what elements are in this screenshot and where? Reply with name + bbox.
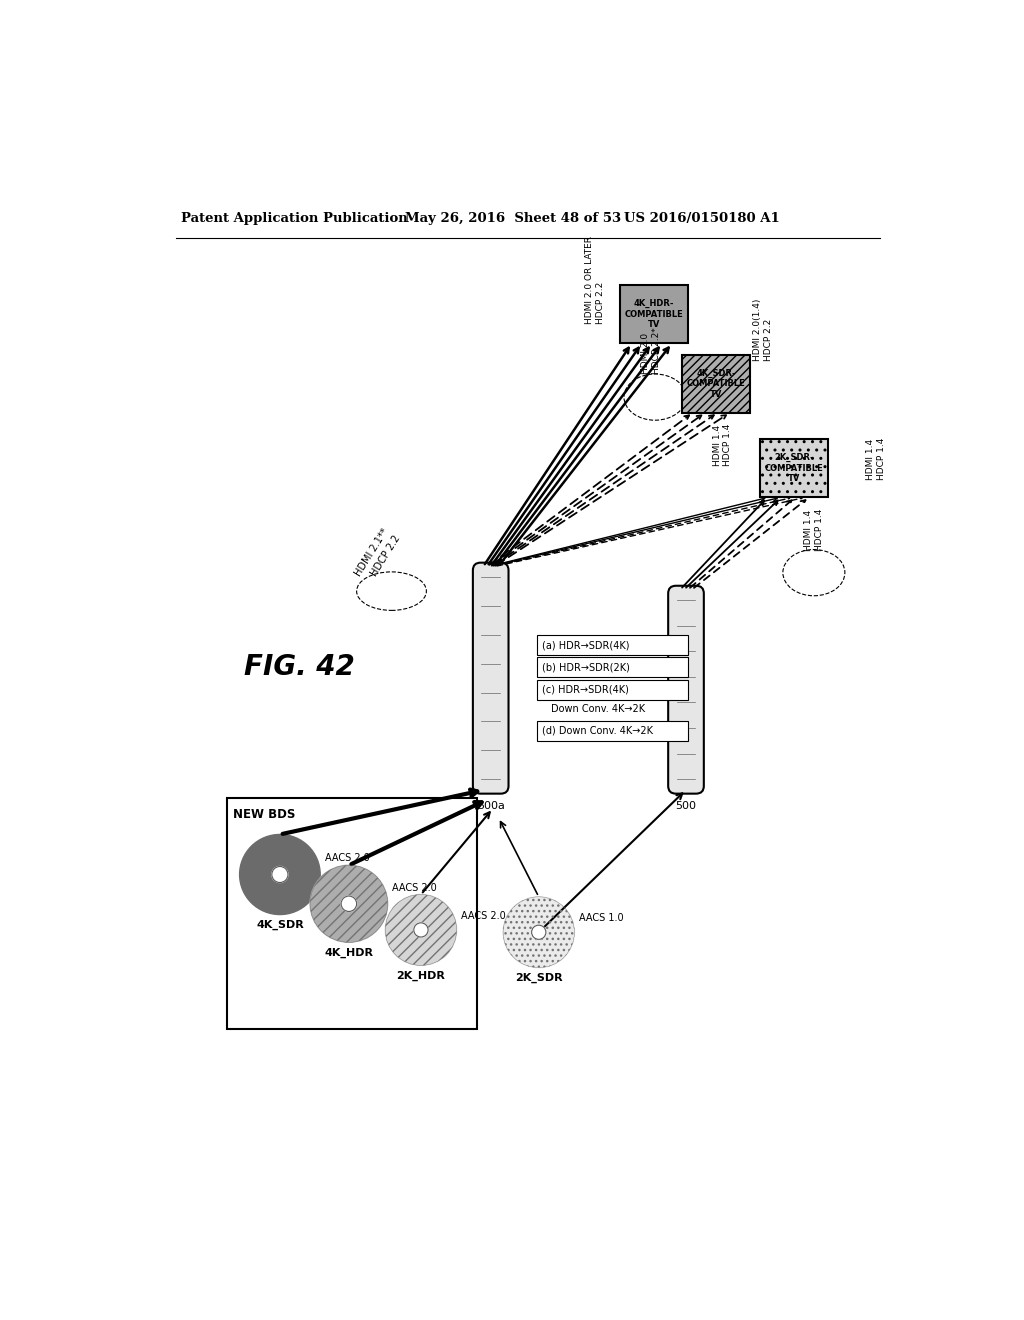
Text: (d) Down Conv. 4K→2K: (d) Down Conv. 4K→2K <box>542 726 653 735</box>
Circle shape <box>341 896 356 911</box>
Bar <box>227 797 477 1028</box>
Text: 4K_SDR: 4K_SDR <box>256 920 304 931</box>
Text: Patent Application Publication: Patent Application Publication <box>180 213 408 224</box>
Text: HDCP 1.4: HDCP 1.4 <box>877 438 886 480</box>
Text: (b) HDR→SDR(2K): (b) HDR→SDR(2K) <box>542 663 630 672</box>
Text: 500a: 500a <box>477 800 505 810</box>
Circle shape <box>414 923 428 937</box>
Circle shape <box>310 866 388 942</box>
Text: 2K_HDR: 2K_HDR <box>396 970 445 981</box>
Text: HDMI 1.4: HDMI 1.4 <box>804 510 813 552</box>
Text: (a) HDR→SDR(4K): (a) HDR→SDR(4K) <box>542 640 630 649</box>
Text: HDMI 2.0 OR LATER: HDMI 2.0 OR LATER <box>586 236 594 323</box>
Text: 4K_HDR-
COMPATIBLE
TV: 4K_HDR- COMPATIBLE TV <box>625 300 684 329</box>
Circle shape <box>503 896 574 968</box>
Text: HDMI 2.1**: HDMI 2.1** <box>353 527 391 578</box>
Bar <box>760 440 827 498</box>
FancyBboxPatch shape <box>669 586 703 793</box>
Text: HDMI 1.4: HDMI 1.4 <box>713 425 722 466</box>
Text: 2K_SDR: 2K_SDR <box>515 973 562 983</box>
Text: 500: 500 <box>676 800 696 810</box>
Bar <box>682 355 751 412</box>
Circle shape <box>385 895 457 965</box>
Bar <box>538 721 688 741</box>
Text: US 2016/0150180 A1: US 2016/0150180 A1 <box>624 213 779 224</box>
Text: AACS 2.0: AACS 2.0 <box>461 911 506 921</box>
Text: HDCP 2.2*: HDCP 2.2* <box>652 327 662 374</box>
Circle shape <box>531 925 546 940</box>
Bar <box>621 285 688 343</box>
Text: AACS 2.0: AACS 2.0 <box>325 854 370 863</box>
Text: (c) HDR→SDR(4K): (c) HDR→SDR(4K) <box>542 685 629 694</box>
Text: Down Conv. 4K→2K: Down Conv. 4K→2K <box>551 704 645 714</box>
Text: 4K_HDR: 4K_HDR <box>325 948 374 958</box>
Text: HDCP 1.4: HDCP 1.4 <box>723 424 732 466</box>
Bar <box>538 680 688 700</box>
Text: HDCP 2.2: HDCP 2.2 <box>596 281 605 323</box>
Text: FIG. 42: FIG. 42 <box>245 652 355 681</box>
Text: 2K_SDR-
COMPATIBLE
TV: 2K_SDR- COMPATIBLE TV <box>764 453 823 483</box>
FancyBboxPatch shape <box>473 562 509 793</box>
Text: HDMI 1.4: HDMI 1.4 <box>866 440 874 480</box>
Text: AACS 2.0: AACS 2.0 <box>392 883 437 894</box>
Circle shape <box>240 834 321 915</box>
Text: HDCP 2.2: HDCP 2.2 <box>370 533 402 578</box>
Text: NEW BDS: NEW BDS <box>233 808 296 821</box>
Text: HDCP 1.4: HDCP 1.4 <box>815 508 823 552</box>
Text: HDCP 2.2: HDCP 2.2 <box>764 318 773 360</box>
Text: May 26, 2016  Sheet 48 of 53: May 26, 2016 Sheet 48 of 53 <box>406 213 622 224</box>
Bar <box>538 657 688 677</box>
Text: 4K_SDR-
COMPATIBLE
TV: 4K_SDR- COMPATIBLE TV <box>687 368 745 399</box>
Text: HDMI 2.0(1.4): HDMI 2.0(1.4) <box>753 298 762 360</box>
Text: AACS 1.0: AACS 1.0 <box>579 913 624 923</box>
Bar <box>538 635 688 655</box>
Circle shape <box>271 866 288 883</box>
Text: HDMI 2.0: HDMI 2.0 <box>641 333 650 374</box>
